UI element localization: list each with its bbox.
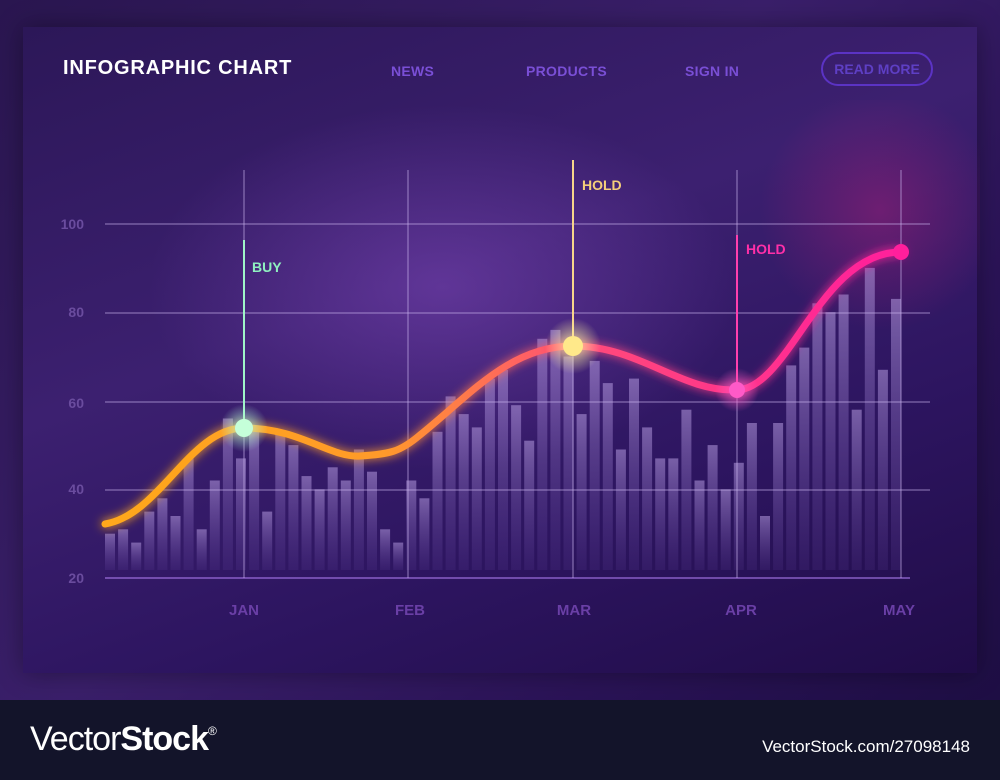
x-tick-jan: JAN	[228, 602, 259, 619]
nav-sign-in[interactable]: SIGN IN	[685, 63, 740, 79]
volume-bar	[694, 480, 705, 570]
volume-bar	[340, 480, 351, 570]
volume-bar	[812, 303, 823, 570]
volume-bar	[851, 409, 862, 570]
volume-bar	[327, 467, 338, 571]
registered-mark: ®	[207, 724, 217, 738]
hold-point-2[interactable]	[729, 382, 745, 398]
volume-bar	[524, 440, 535, 570]
volume-bar	[301, 476, 312, 570]
volume-bar	[131, 542, 142, 570]
volume-bar	[458, 414, 469, 570]
volume-bar	[773, 423, 784, 570]
volume-bar	[432, 431, 443, 570]
x-tick-may: MAY	[883, 602, 915, 619]
volume-bar	[275, 431, 286, 570]
volume-bar	[746, 423, 757, 570]
volume-bar	[236, 458, 246, 570]
volume-bar	[419, 498, 430, 570]
volume-bar	[602, 383, 613, 570]
hold-label-2: HOLD	[746, 241, 786, 257]
volume-bar	[563, 356, 574, 570]
end-point[interactable]	[893, 244, 909, 260]
volume-bar	[484, 378, 495, 570]
y-tick-20: 20	[68, 570, 84, 586]
volume-bar	[681, 409, 692, 570]
page-title: INFOGRAPHIC CHART	[63, 57, 293, 79]
volume-bar	[760, 516, 770, 570]
volume-bar	[380, 529, 391, 570]
volume-bar	[720, 489, 731, 570]
buy-label: BUY	[252, 259, 282, 275]
volume-bar	[105, 533, 115, 570]
x-tick-mar: MAR	[556, 602, 592, 619]
volume-bar	[589, 360, 600, 570]
volume-bar	[406, 480, 417, 570]
volume-bar	[550, 329, 561, 570]
volume-bar	[393, 542, 404, 570]
volume-bar	[196, 529, 207, 570]
volume-bar	[668, 458, 679, 570]
y-tick-80: 80	[68, 304, 84, 320]
volume-bar	[144, 511, 155, 570]
volume-bar	[629, 378, 639, 570]
volume-bar	[707, 445, 718, 570]
read-more-button[interactable]: READ MORE	[821, 52, 933, 86]
volume-bar	[864, 267, 875, 570]
volume-bar	[118, 529, 129, 570]
volume-bar	[498, 369, 508, 570]
nav-news[interactable]: NEWS	[391, 63, 435, 79]
volume-bar	[733, 462, 744, 570]
volume-bar	[209, 480, 220, 570]
volume-bar	[891, 298, 901, 570]
volume-bar	[471, 427, 482, 570]
y-tick-100: 100	[60, 216, 84, 232]
volume-bar	[838, 294, 849, 570]
hold-label-1: HOLD	[582, 177, 622, 193]
hold-point-1[interactable]	[563, 336, 583, 356]
volume-bar	[877, 369, 888, 570]
volume-bar	[655, 458, 666, 570]
brand-bold: Stock	[120, 720, 209, 758]
volume-bar	[262, 511, 273, 570]
volume-bar	[537, 338, 548, 570]
volume-bar	[157, 498, 168, 570]
x-tick-feb: FEB	[395, 602, 425, 619]
volume-bar	[170, 516, 181, 570]
volume-bar	[576, 414, 587, 570]
brand-logo: VectorStock®	[30, 720, 217, 759]
y-tick-40: 40	[68, 481, 84, 497]
y-tick-60: 60	[68, 395, 84, 411]
volume-bar	[353, 449, 364, 570]
buy-point[interactable]	[235, 419, 253, 437]
volume-bar	[314, 489, 325, 570]
x-tick-apr: APR	[725, 602, 757, 619]
stock-id: VectorStock.com/27098148	[762, 737, 970, 756]
volume-bar	[249, 431, 260, 570]
volume-bar	[799, 347, 810, 570]
volume-bars	[105, 267, 901, 571]
watermark-footer	[0, 700, 1000, 780]
volume-bar	[288, 445, 299, 570]
volume-bar	[183, 458, 194, 570]
volume-bar	[615, 449, 626, 570]
nav-products[interactable]: PRODUCTS	[526, 63, 607, 79]
brand-light: Vector	[30, 720, 121, 758]
volume-bar	[786, 365, 797, 570]
volume-bar	[222, 418, 233, 570]
volume-bar	[511, 405, 522, 570]
volume-bar	[642, 427, 653, 570]
volume-bar	[445, 396, 456, 570]
chart-plot	[101, 100, 980, 579]
volume-bar	[367, 471, 377, 570]
volume-bar	[825, 312, 836, 570]
